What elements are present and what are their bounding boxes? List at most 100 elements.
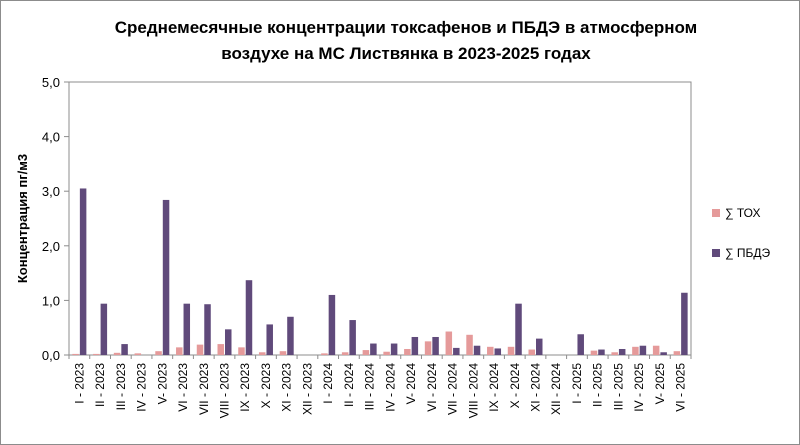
legend-label: ∑ ТОХ — [725, 206, 760, 220]
bar-tox — [113, 352, 121, 355]
bar-tox — [466, 334, 473, 355]
y-tick-label: 0,0 — [42, 348, 60, 363]
x-category-label: III - 2024 — [363, 363, 377, 411]
bar-pbde — [618, 348, 626, 355]
bar-tox — [404, 348, 411, 355]
bar-pbde — [370, 343, 377, 355]
x-category-label: I - 2023 — [72, 363, 86, 404]
bar-pbde — [100, 303, 108, 355]
bar-pbde — [660, 352, 667, 355]
x-category-label: I - 2024 — [321, 363, 335, 404]
bar-pbde — [536, 338, 543, 355]
bar-tox — [362, 350, 370, 355]
bar-pbde — [121, 344, 128, 355]
chart-title: Среднемесячные концентрации токсафенов и… — [61, 15, 751, 67]
bar-tox — [424, 341, 432, 355]
bar-tox — [652, 345, 660, 355]
x-category-label: II - 2024 — [342, 363, 356, 407]
y-tick-label: 1,0 — [42, 293, 60, 308]
y-tick-label: 2,0 — [42, 239, 60, 254]
bar-pbde — [577, 334, 584, 355]
bar-pbde — [79, 188, 87, 355]
chart-title-line-1: Среднемесячные концентрации токсафенов и… — [114, 18, 698, 37]
bar-tox — [321, 353, 328, 355]
bar-tox — [611, 352, 618, 355]
bar-pbde — [225, 329, 232, 355]
chart-title-line-2: воздухе на МС Листвянка в 2023-2025 года… — [221, 44, 591, 63]
bar-tox — [258, 352, 266, 355]
x-category-label: V- 2023 — [155, 363, 169, 405]
x-category-label: X - 2024 — [508, 363, 522, 409]
x-category-label: VII - 2024 — [446, 363, 460, 415]
bar-tox — [507, 346, 515, 355]
y-tick-label: 4,0 — [42, 130, 60, 145]
bar-pbde — [473, 345, 481, 355]
y-tick-label: 5,0 — [42, 75, 60, 90]
bar-pbde — [598, 349, 605, 355]
bar-pbde — [453, 347, 460, 355]
bar-tox — [134, 353, 142, 355]
x-category-label: VI - 2025 — [674, 363, 688, 412]
bar-pbde — [266, 324, 273, 355]
legend-swatch — [712, 209, 720, 217]
x-category-label: III - 2023 — [114, 363, 128, 411]
x-category-label: IV - 2025 — [632, 363, 646, 412]
bar-tox — [217, 344, 224, 355]
bar-pbde — [162, 199, 170, 355]
x-category-label: VIII - 2024 — [466, 363, 480, 419]
bar-tox — [487, 346, 494, 355]
bar-tox — [445, 331, 453, 355]
x-category-label: XII - 2024 — [549, 363, 563, 415]
x-category-label: IX - 2024 — [487, 363, 501, 412]
x-category-label: V- 2025 — [653, 363, 667, 405]
x-category-label: I - 2025 — [570, 363, 584, 404]
bar-pbde — [681, 292, 688, 355]
y-tick-label: 3,0 — [42, 184, 60, 199]
y-axis-title: Концентрация пг/м3 — [15, 154, 30, 283]
x-category-label: XII - 2023 — [300, 363, 314, 415]
legend-swatch — [712, 249, 720, 257]
bar-pbde — [245, 280, 253, 355]
bar-pbde — [287, 316, 294, 355]
bar-tox — [383, 351, 390, 355]
x-category-label: VII - 2023 — [197, 363, 211, 415]
x-category-label: IV - 2023 — [135, 363, 149, 412]
bar-tox — [632, 346, 639, 355]
legend-label: ∑ ПБДЭ — [725, 246, 771, 260]
x-category-label: X - 2023 — [259, 363, 273, 409]
bar-tox — [528, 349, 535, 355]
bar-tox — [673, 351, 681, 355]
bar-pbde — [411, 336, 419, 355]
bar-pbde — [328, 294, 336, 355]
bar-pbde — [494, 348, 502, 355]
bar-tox — [155, 351, 162, 355]
bar-pbde — [204, 304, 211, 355]
x-category-label: VIII - 2023 — [218, 363, 232, 419]
x-category-label: V- 2024 — [404, 363, 418, 405]
x-category-label: IX - 2023 — [238, 363, 252, 412]
bar-tox — [176, 347, 183, 355]
bar-pbde — [390, 343, 398, 355]
x-category-label: VI - 2024 — [425, 363, 439, 412]
bar-tox — [590, 350, 598, 355]
bar-tox — [341, 352, 349, 355]
x-category-label: II - 2025 — [591, 363, 605, 407]
bar-pbde — [183, 303, 191, 355]
bar-pbde — [515, 303, 522, 355]
x-category-label: XI - 2023 — [280, 363, 294, 412]
bar-tox — [196, 344, 204, 355]
x-category-label: IV - 2024 — [383, 363, 397, 412]
x-category-label: VI - 2023 — [176, 363, 190, 412]
bar-pbde — [432, 336, 439, 355]
bar-tox — [93, 353, 100, 355]
bar-tox — [238, 347, 245, 355]
plot-area — [68, 81, 692, 356]
bar-pbde — [639, 345, 647, 355]
x-category-label: III - 2025 — [611, 363, 625, 411]
bar-pbde — [349, 320, 356, 355]
x-category-label: XI - 2024 — [529, 363, 543, 412]
bar-tox — [279, 351, 287, 355]
x-category-label: II - 2023 — [93, 363, 107, 407]
